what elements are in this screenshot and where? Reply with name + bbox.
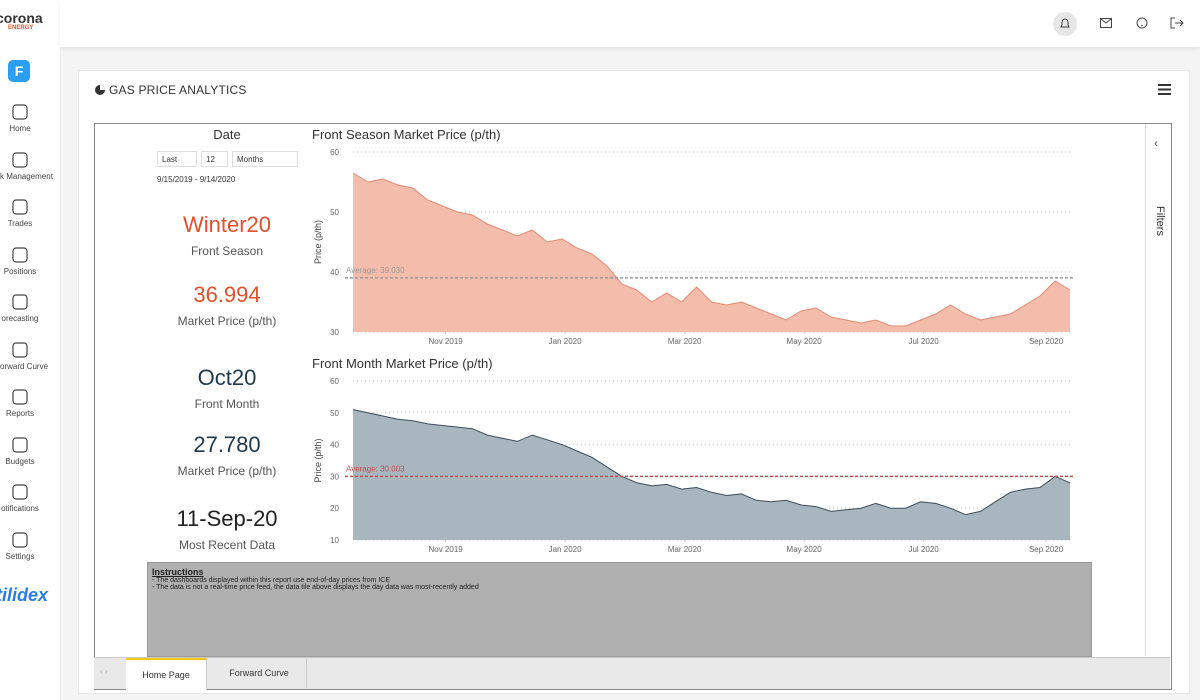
nav-item[interactable]: k Management <box>0 151 53 181</box>
kpi-label: Front Season <box>190 244 264 258</box>
nav-item[interactable]: orecasting <box>0 293 40 323</box>
nav-label: otifications <box>1 504 39 513</box>
pie-icon <box>95 85 105 95</box>
kpi-value: 36.994 <box>193 282 261 307</box>
nav-label: orecasting <box>1 314 39 323</box>
kpi-label: Market Price (p/th) <box>177 464 277 478</box>
tab[interactable]: Home Page <box>126 658 207 690</box>
nav-item[interactable]: otifications <box>0 483 40 513</box>
logo: corona <box>0 10 43 26</box>
nav-item[interactable]: Reports <box>0 388 40 418</box>
instruction-line: - The data is not a real-time price feed… <box>152 584 479 591</box>
collapse[interactable]: ‹ <box>1154 136 1158 150</box>
bell-button[interactable] <box>1053 12 1077 36</box>
nav-item[interactable]: Home <box>0 103 40 133</box>
nav-icon <box>12 531 28 548</box>
tab-bar: ‹ › Home Page Forward Curve <box>94 657 1170 690</box>
kpi-label: Most Recent Data <box>178 538 276 552</box>
instruction-line: - The dashboards displayed within this r… <box>152 577 390 584</box>
instructions-title: Instructions <box>152 567 204 577</box>
nav-icon <box>12 341 28 358</box>
help-button[interactable] <box>1136 17 1148 29</box>
kpi-value: Oct20 <box>197 365 257 390</box>
sidebar: corona ENERGY F Home k Management Trades Po… <box>0 0 61 700</box>
date-range: 9/15/2019 - 9/14/2020 <box>157 175 236 184</box>
kpi-label: Front Month <box>194 397 260 411</box>
logout-button[interactable] <box>1170 17 1184 29</box>
nav-label: Positions <box>3 266 37 276</box>
tab-nav[interactable]: ‹ › <box>100 667 108 676</box>
kpi-value: Winter20 <box>182 212 272 237</box>
kpi-value: 11-Sep-20 <box>176 506 278 531</box>
nav-icon <box>12 484 28 500</box>
period-select[interactable]: Last <box>157 151 197 167</box>
count-input[interactable]: 12 <box>201 151 228 167</box>
menu-button[interactable] <box>1158 84 1171 95</box>
nav-item[interactable]: Trades <box>0 198 40 228</box>
app-icon[interactable]: F <box>8 60 30 82</box>
kpi-value: 27.780 <box>193 432 261 457</box>
top-bar <box>60 0 1200 47</box>
nav-label: k Management <box>0 171 53 181</box>
nav-item[interactable]: orward Curve <box>0 341 48 371</box>
nav-icon <box>12 246 28 263</box>
nav-item[interactable]: Settings <box>0 531 40 561</box>
nav-icon <box>12 151 28 168</box>
date-heading: Date <box>213 127 241 142</box>
kpi-label: Market Price (p/th) <box>177 314 277 328</box>
nav-item[interactable]: Positions <box>0 246 40 276</box>
nav-icon <box>12 294 28 310</box>
nav-icon <box>12 104 28 120</box>
mail-button[interactable] <box>1100 18 1112 28</box>
nav-icon <box>12 199 28 215</box>
nav-icon <box>12 436 28 453</box>
card-title: GAS PRICE ANALYTICS <box>109 83 247 97</box>
nav-label: Reports <box>5 409 34 418</box>
filters-label[interactable]: Filters <box>1154 206 1166 236</box>
nav-label: Trades <box>7 219 33 228</box>
instructions-body: - The dashboards displayed within this r… <box>152 577 1087 591</box>
instructions: Instructions - The dashboards displayed … <box>147 562 1092 657</box>
nav-label: Settings <box>5 551 35 561</box>
logo-sub: ENERGY <box>8 25 34 31</box>
filters-pane[interactable]: ‹ Filters <box>1145 124 1171 656</box>
nav-icon <box>12 389 28 405</box>
unit-select[interactable]: Months <box>232 151 298 167</box>
nav-item[interactable]: Budgets <box>0 436 40 466</box>
nav-label: orward Curve <box>0 361 49 371</box>
brand: tilidex <box>0 585 49 605</box>
nav-label: Budgets <box>5 456 35 466</box>
nav-label: Home <box>9 124 31 133</box>
tab[interactable]: Forward Curve <box>212 658 307 688</box>
